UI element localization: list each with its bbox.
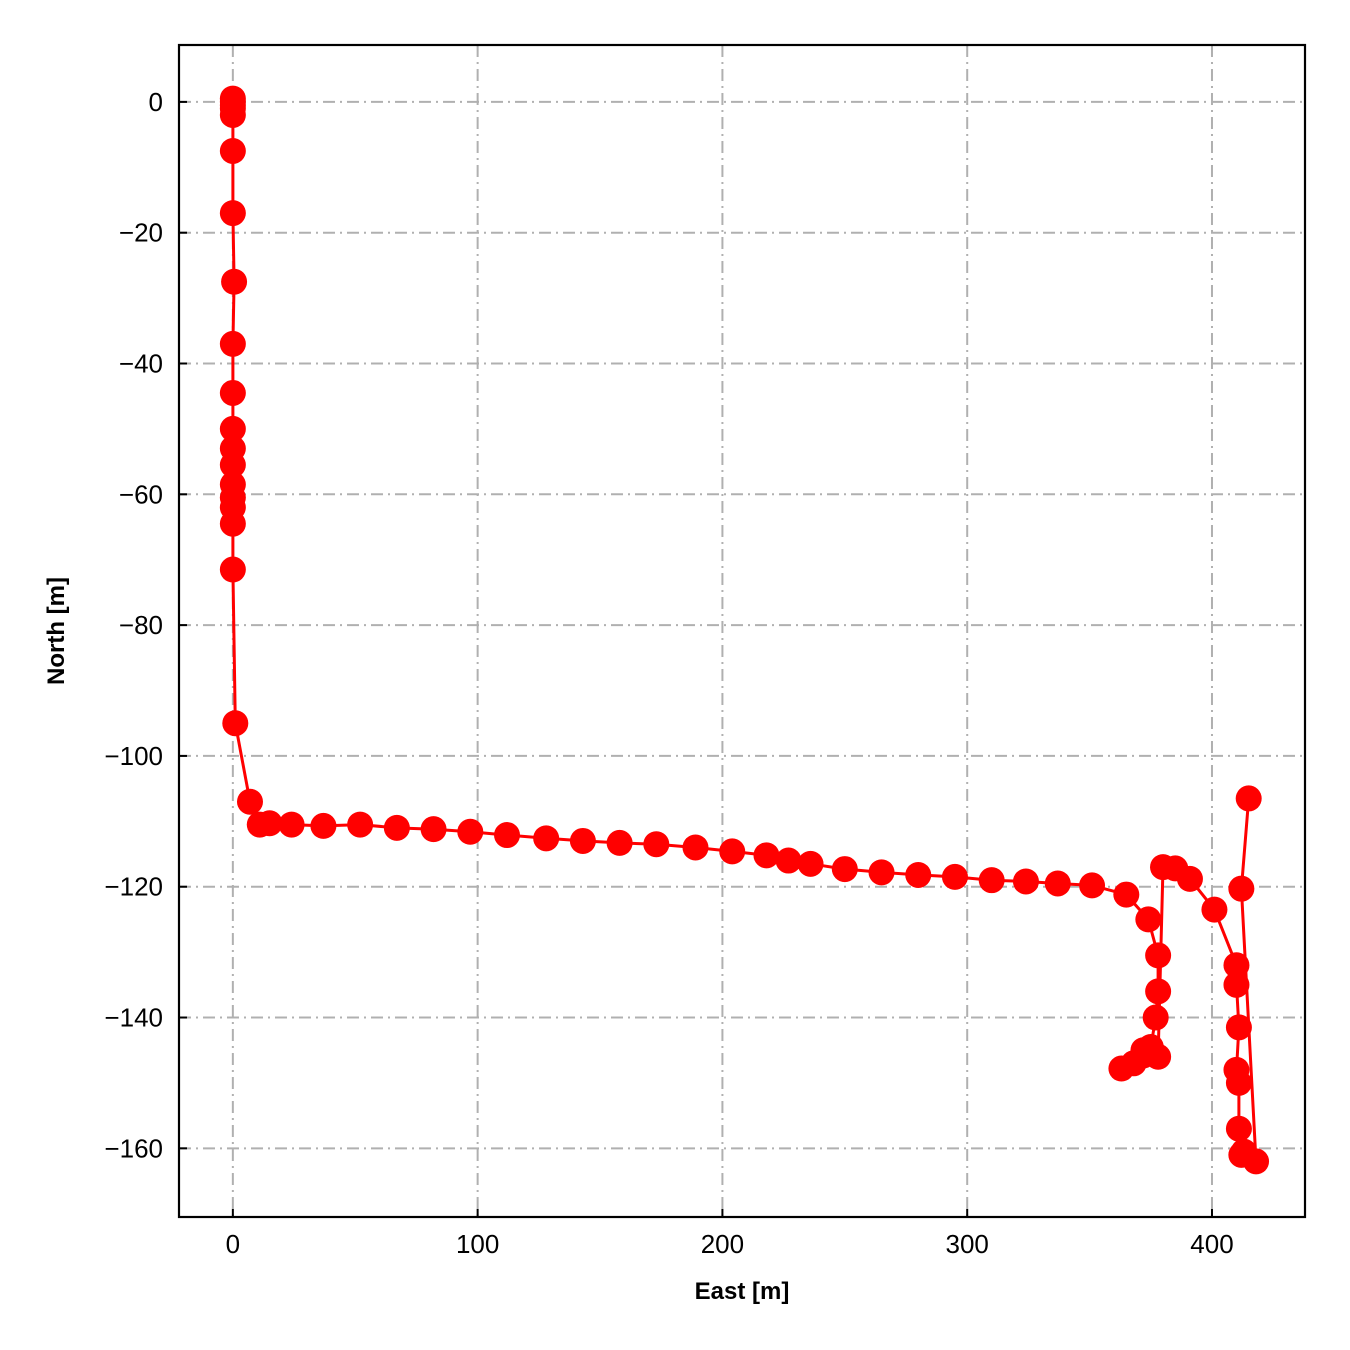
data-point [1142,1004,1169,1031]
data-point [1044,870,1071,897]
data-point [221,268,248,295]
data-point [347,811,374,838]
data-point [256,810,283,837]
y-tick-label: −100 [104,741,163,771]
data-point [219,330,246,357]
series-line [231,97,1258,1163]
y-tick-label: −40 [119,349,163,379]
x-tick-label: 100 [456,1229,499,1259]
grid [179,45,1305,1217]
data-point [643,831,670,858]
data-point [219,101,246,128]
y-tick-label: −120 [104,872,163,902]
plot-area [219,85,1270,1175]
data-point [753,842,780,869]
data-point [420,816,447,843]
axis-ticks: 0 100 200 300 400 0 −20 −40 −60 −80 −100 −120 −140 −1… [104,87,1233,1259]
x-tick-label: 400 [1190,1229,1233,1259]
data-point [1201,896,1228,923]
data-point [1108,1055,1135,1082]
data-point [1225,1069,1252,1096]
y-tick-label: −140 [104,1003,163,1033]
data-point [219,137,246,164]
x-tick-label: 0 [226,1229,240,1259]
x-tick-label: 200 [701,1229,744,1259]
data-point [1228,875,1255,902]
data-point [219,200,246,227]
y-axis-label: North [m] [43,577,70,685]
data-point [797,850,824,877]
y-tick-label: −60 [119,479,163,509]
data-point [775,847,802,874]
data-point [1225,1115,1252,1142]
data-point [222,710,249,737]
data-point [569,827,596,854]
data-point [1079,872,1106,899]
data-point [383,814,410,841]
y-tick-label: −80 [119,610,163,640]
data-point [278,811,305,838]
data-point [831,856,858,883]
data-point [941,863,968,890]
y-tick-label: −160 [104,1133,163,1163]
data-point [682,834,709,861]
data-point [1225,1014,1252,1041]
x-tick-label: 300 [946,1229,989,1259]
data-point [1243,1148,1270,1175]
data-point [236,788,263,815]
data-point [219,556,246,583]
data-point [1012,868,1039,895]
data-point [1223,952,1250,979]
data-point [219,451,246,478]
data-point [905,861,932,888]
data-point [606,829,633,856]
data-point [1176,865,1203,892]
data-point [494,822,521,849]
data-point [868,859,895,886]
y-tick-label: −20 [119,218,163,248]
data-point [1223,971,1250,998]
data-point [1135,906,1162,933]
data-point [219,379,246,406]
data-point [533,825,560,852]
data-point [1145,978,1172,1005]
data-point [1145,942,1172,969]
x-axis-label: East [m] [695,1278,790,1305]
data-point [219,415,246,442]
data-point [978,867,1005,894]
plot-frame [177,43,1307,1219]
data-point [719,838,746,865]
data-point [457,818,484,845]
data-point [219,510,246,537]
y-tick-label: 0 [149,87,163,117]
data-point [1235,785,1262,812]
data-point [1145,1043,1172,1070]
data-point [1113,881,1140,908]
data-point [310,812,337,839]
